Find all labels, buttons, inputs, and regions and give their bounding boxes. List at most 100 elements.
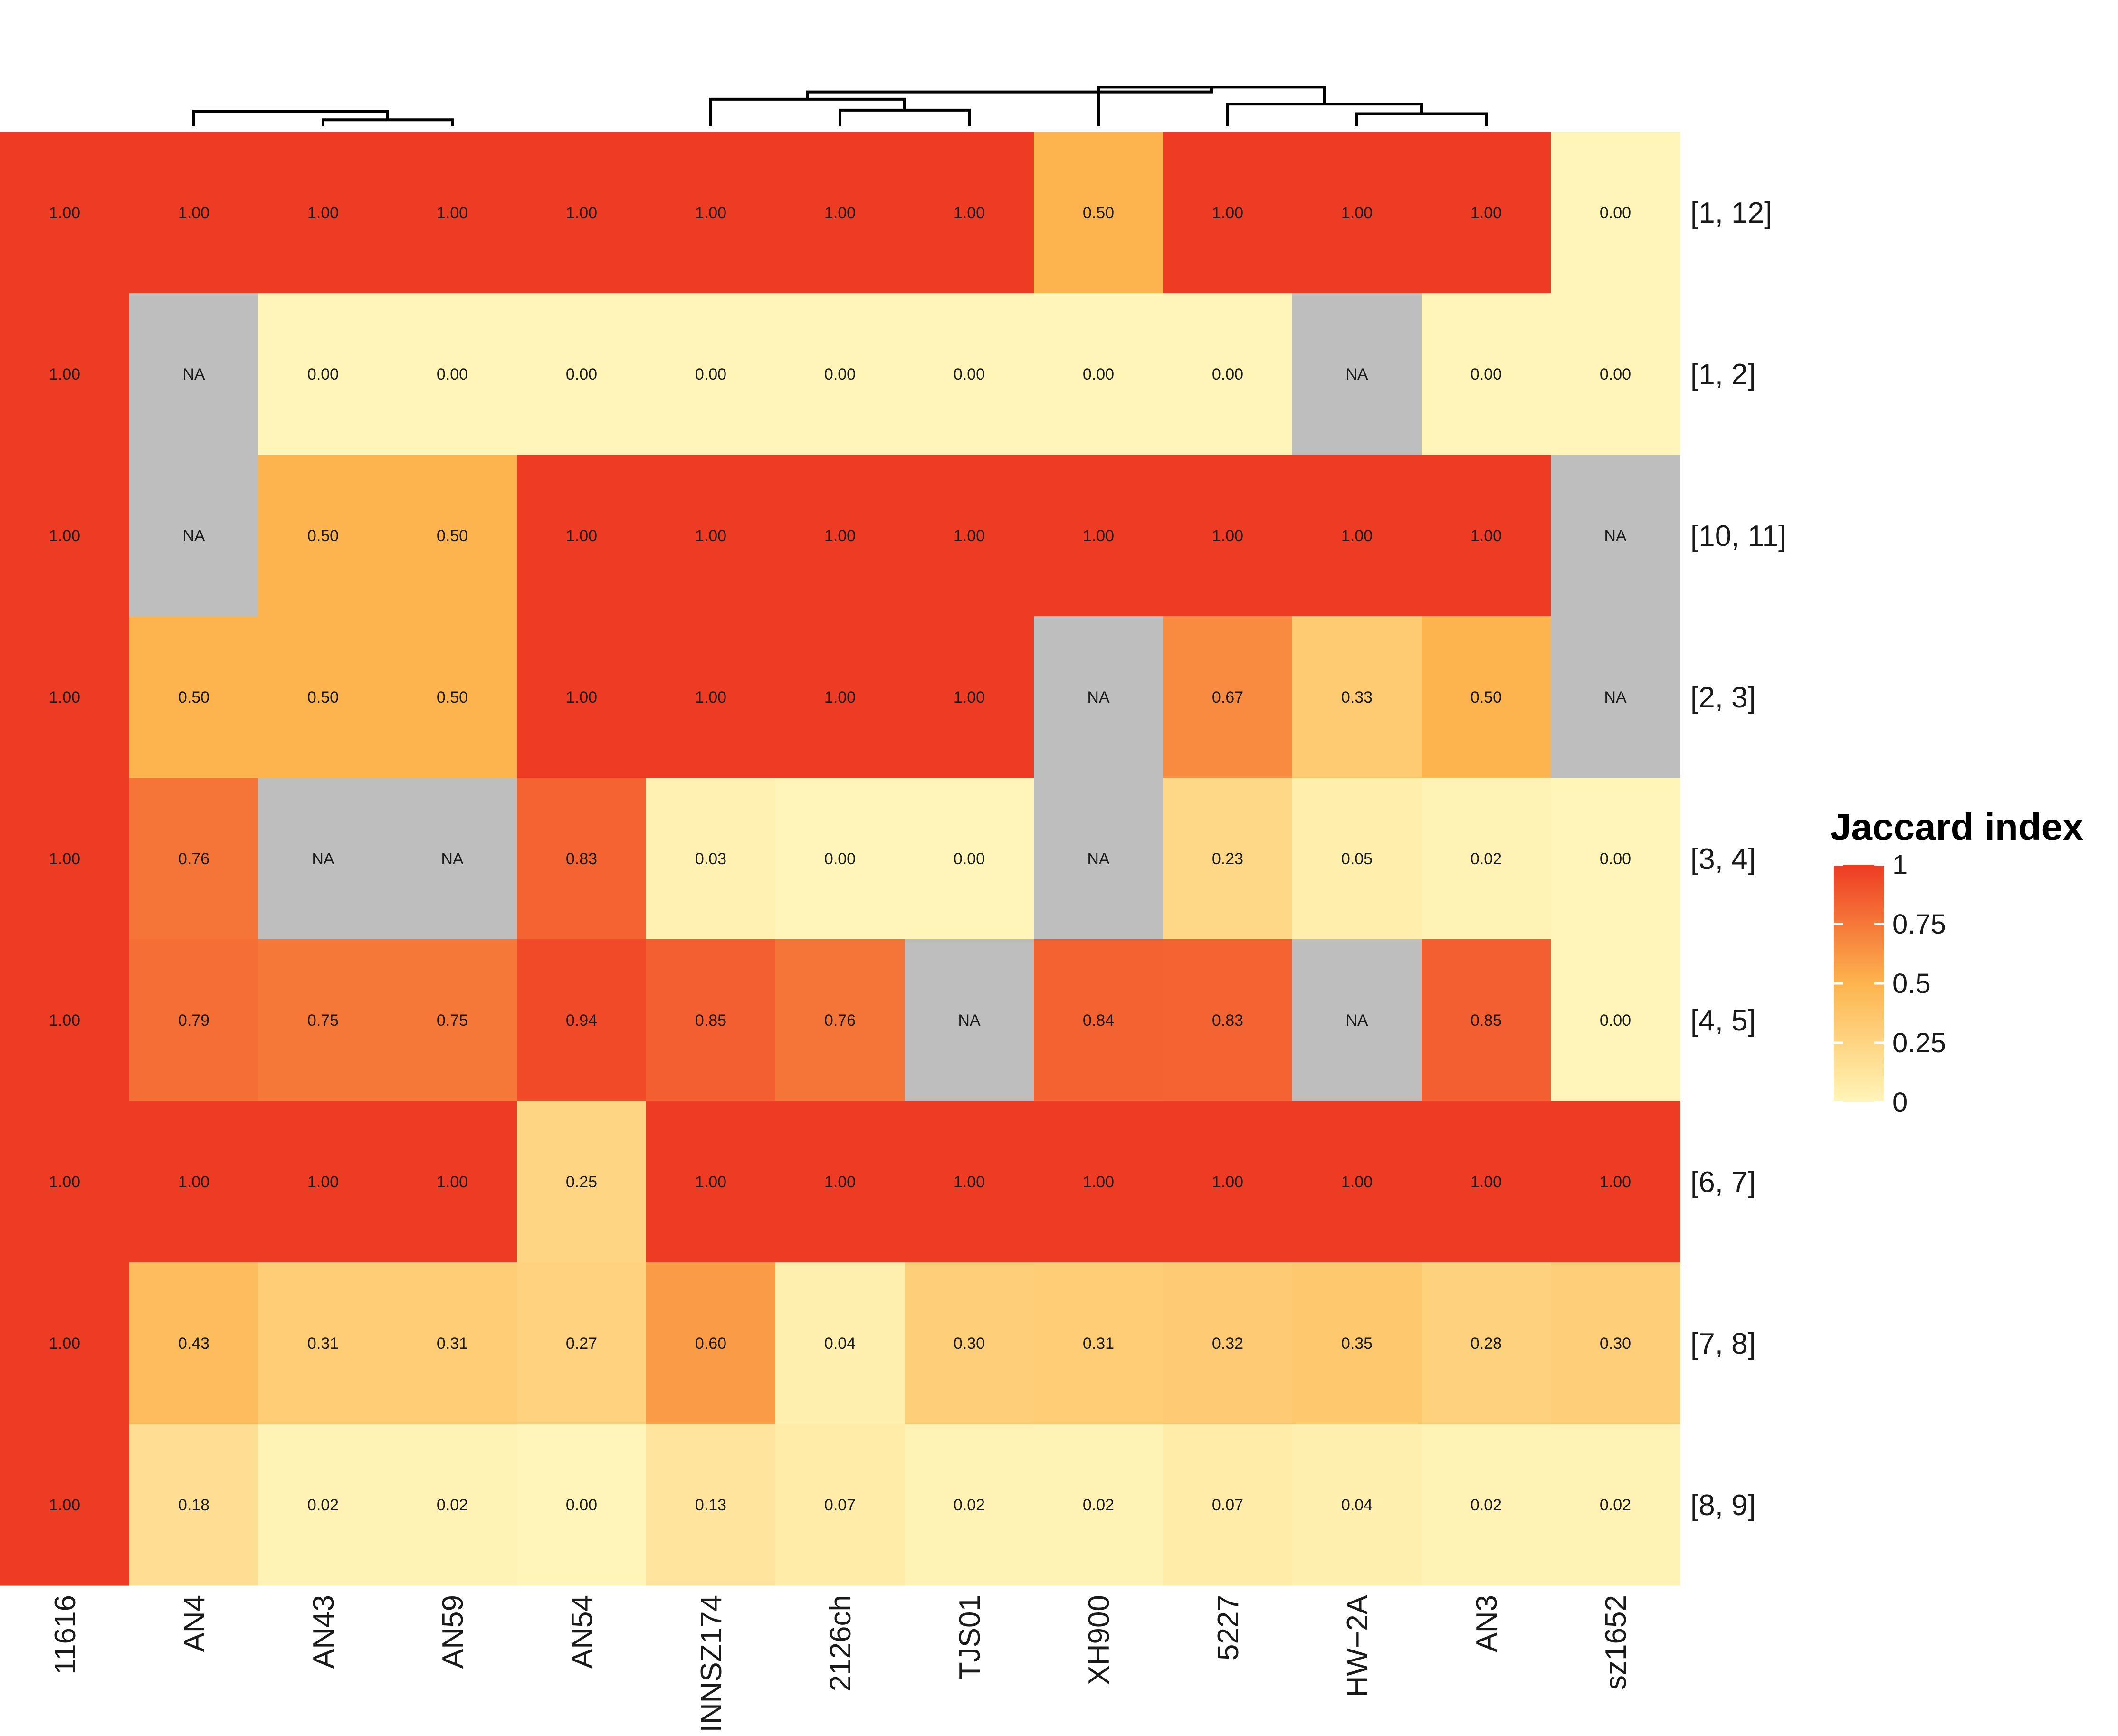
heatmap-cell [1292,616,1422,778]
cell-value-label: 1.00 [695,204,726,222]
heatmap-cell [129,1101,259,1263]
row-label: [6, 7] [1690,1166,1756,1199]
row-label: [3, 4] [1690,843,1756,876]
heatmap-cell [646,455,776,617]
cell-value-label: 1.00 [695,1173,726,1191]
column-label: AN3 [1470,1595,1503,1652]
row-label: [4, 5] [1690,1004,1756,1037]
cell-value-label: 0.02 [437,1496,468,1514]
heatmap-cell [1034,293,1164,455]
cell-value-label: 1.00 [1341,527,1373,545]
cell-value-label: 0.84 [1083,1011,1114,1030]
row-label: [1, 12] [1690,197,1772,229]
heatmap-cell [388,293,517,455]
legend-tick-label: 0.5 [1892,968,1931,999]
heatmap-cell [1551,1262,1680,1424]
cell-value-label: 1.00 [954,688,985,706]
heatmap-cell [1422,1262,1551,1424]
heatmap-cell [1551,939,1680,1101]
cell-value-label: 0.02 [954,1496,985,1514]
cell-value-label: 0.00 [695,365,726,383]
cell-value-label: 0.85 [1470,1011,1502,1030]
cell-value-label: 0.00 [1600,850,1631,868]
heatmap-cell [646,778,776,940]
cell-value-label: NA [312,850,334,868]
row-label: [10, 11] [1690,520,1786,553]
heatmap-cell [905,1262,1034,1424]
cell-value-label: 1.00 [437,204,468,222]
cell-value-label: 1.00 [437,1173,468,1191]
heatmap-cell [1422,293,1551,455]
cell-value-label: NA [182,365,205,383]
heatmap-cell [1292,293,1422,455]
heatmap-cell [646,616,776,778]
cell-value-label: 1.00 [695,527,726,545]
cell-value-label: 0.00 [954,850,985,868]
heatmap-cell [258,616,388,778]
column-label: AN43 [307,1595,340,1669]
cell-value-label: 0.00 [566,365,597,383]
cell-value-label: 1.00 [49,1335,80,1353]
cell-value-label: 0.50 [178,688,210,706]
cell-value-label: 0.00 [1212,365,1243,383]
cell-value-label: NA [1604,527,1627,545]
cell-value-label: 0.50 [437,527,468,545]
heatmap-cell [1034,778,1164,940]
heatmap-cell [0,455,130,617]
heatmap-cell [517,1262,647,1424]
cell-value-label: NA [1604,688,1627,706]
cell-value-label: 0.00 [1600,365,1631,383]
cell-value-label: 0.04 [1341,1496,1373,1514]
heatmap-cell [517,616,647,778]
cell-value-label: 0.32 [1212,1335,1243,1353]
heatmap-cell [1422,778,1551,940]
heatmap-cell [129,616,259,778]
heatmap-cell [1034,455,1164,617]
heatmap-cell [517,1101,647,1263]
cell-value-label: 1.00 [49,527,80,545]
column-label: AN59 [437,1595,469,1669]
cell-value-label: 1.00 [566,688,597,706]
cell-value-label: 1.00 [824,527,856,545]
cell-value-label: 0.50 [437,688,468,706]
cell-value-label: 1.00 [1212,204,1243,222]
cell-value-label: 0.31 [1083,1335,1114,1353]
cell-value-label: 1.00 [1341,204,1373,222]
heatmap-cell [0,1262,130,1424]
cell-value-label: NA [958,1011,981,1030]
heatmap-cell [517,1424,647,1586]
heatmap-cell [905,616,1034,778]
cell-value-label: 0.02 [1600,1496,1631,1514]
column-label: AN54 [566,1595,599,1669]
heatmap-cell [905,132,1034,294]
column-dendrogram [192,86,1488,126]
heatmap-cell [1422,1424,1551,1586]
cell-value-label: 0.00 [1470,365,1502,383]
cell-value-label: 1.00 [49,850,80,868]
cell-value-label: 1.00 [49,1496,80,1514]
heatmap-cell [1163,455,1293,617]
column-label: sz1652 [1600,1595,1632,1690]
cell-value-label: 1.00 [954,204,985,222]
heatmap-cell [1163,1101,1293,1263]
cell-value-label: 1.00 [566,527,597,545]
heatmap-cell [1292,778,1422,940]
heatmap-cell [388,455,517,617]
column-label: 11616 [49,1595,82,1675]
heatmap-cell [0,1424,130,1586]
cell-value-label: 0.31 [437,1335,468,1353]
heatmap-cell [517,455,647,617]
cell-value-label: 1.00 [1470,204,1502,222]
heatmap-cell [1551,1424,1680,1586]
column-label: AN4 [178,1595,211,1652]
cell-value-label: 0.75 [307,1011,339,1030]
heatmap-cell [905,455,1034,617]
cell-value-label: 0.28 [1470,1335,1502,1353]
column-label: TJS01 [954,1595,986,1680]
cell-value-label: 0.30 [1600,1335,1631,1353]
row-label: [1, 2] [1690,358,1756,391]
heatmap-cell [1034,132,1164,294]
heatmap-cell [388,132,517,294]
heatmap-cell [646,939,776,1101]
cell-value-label: 1.00 [954,527,985,545]
